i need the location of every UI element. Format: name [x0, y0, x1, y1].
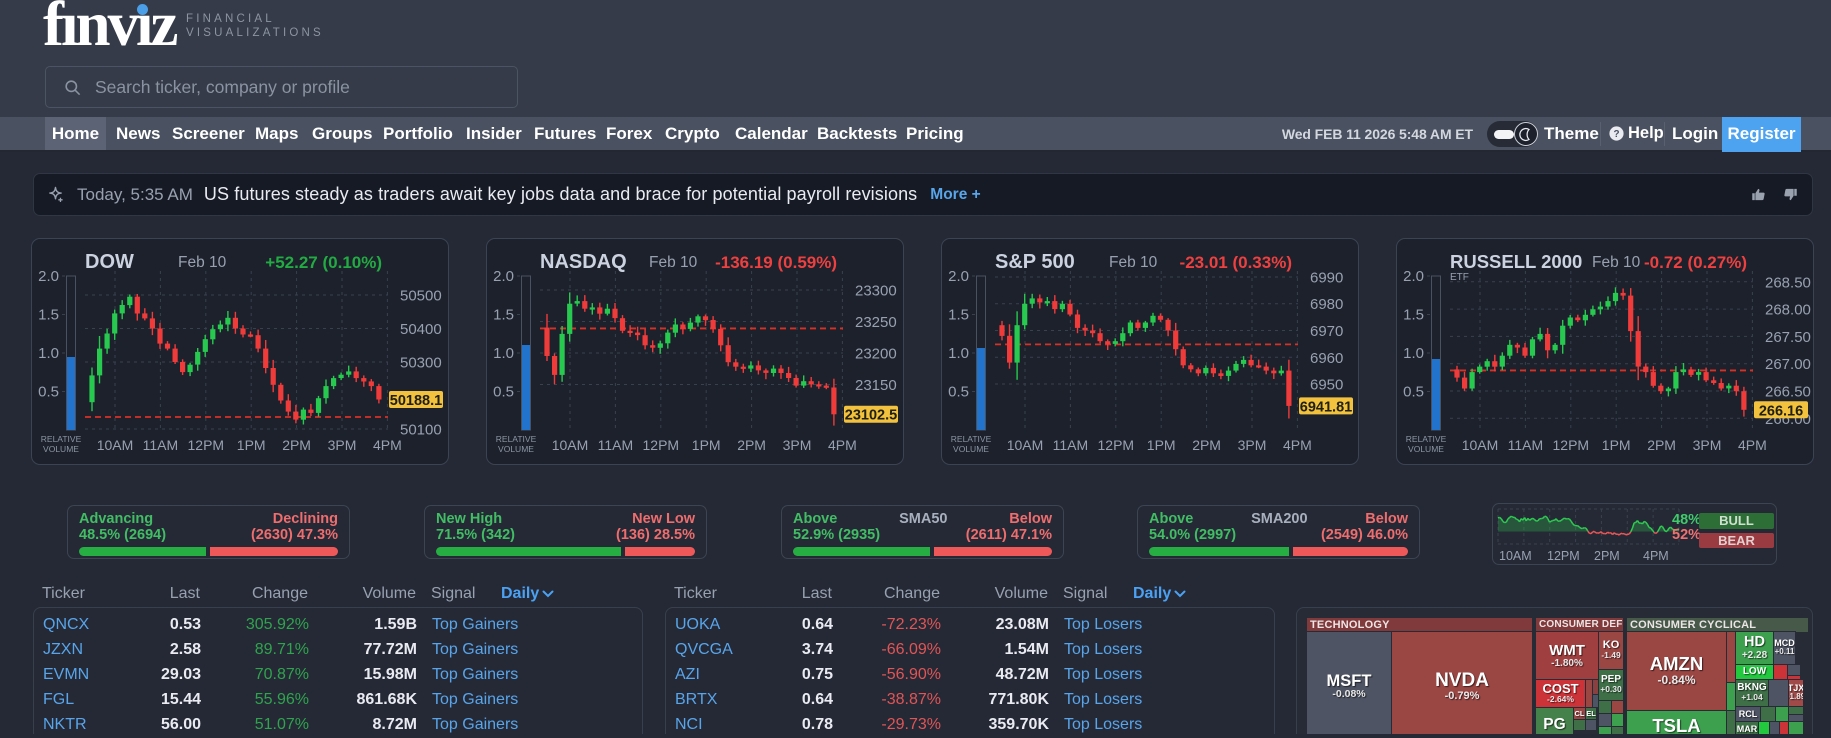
svg-text:1.0: 1.0	[38, 345, 59, 362]
svg-text:2PM: 2PM	[1594, 549, 1620, 563]
svg-text:3PM: 3PM	[328, 437, 357, 453]
svg-text:-136.19 (0.59%): -136.19 (0.59%)	[715, 253, 837, 272]
svg-text:+52.27 (0.10%): +52.27 (0.10%)	[265, 253, 382, 272]
svg-text:266.50: 266.50	[1765, 384, 1811, 401]
svg-text:Feb 10: Feb 10	[1109, 254, 1158, 271]
svg-text:268.50: 268.50	[1765, 274, 1811, 291]
svg-text:1PM: 1PM	[1602, 437, 1631, 453]
svg-text:23250: 23250	[855, 314, 897, 331]
svg-text:50300: 50300	[400, 355, 442, 372]
svg-text:RELATIVE: RELATIVE	[496, 434, 537, 444]
svg-text:3PM: 3PM	[783, 437, 812, 453]
svg-text:Feb 10: Feb 10	[649, 254, 698, 271]
svg-text:0.5: 0.5	[1403, 384, 1424, 401]
svg-text:2.0: 2.0	[948, 268, 969, 285]
svg-text:NASDAQ: NASDAQ	[540, 251, 627, 273]
svg-text:268.00: 268.00	[1765, 302, 1811, 319]
svg-text:RELATIVE: RELATIVE	[1406, 434, 1447, 444]
svg-text:50400: 50400	[400, 321, 442, 338]
svg-text:1.0: 1.0	[1403, 345, 1424, 362]
svg-text:1PM: 1PM	[1147, 437, 1176, 453]
svg-text:12PM: 12PM	[643, 437, 680, 453]
svg-text:2.0: 2.0	[38, 268, 59, 285]
svg-text:?: ?	[1613, 129, 1619, 140]
svg-text:1PM: 1PM	[692, 437, 721, 453]
svg-text:1.0: 1.0	[493, 345, 514, 362]
svg-text:VOLUME: VOLUME	[1408, 444, 1444, 454]
svg-text:6980: 6980	[1310, 296, 1343, 313]
svg-text:10AM: 10AM	[1499, 549, 1532, 563]
svg-text:10AM: 10AM	[552, 437, 589, 453]
svg-text:6941.81: 6941.81	[1300, 399, 1352, 415]
svg-text:12PM: 12PM	[1547, 549, 1580, 563]
svg-text:2PM: 2PM	[1192, 437, 1221, 453]
svg-text:VOLUME: VOLUME	[43, 444, 79, 454]
svg-text:23300: 23300	[855, 283, 897, 300]
svg-text:2.0: 2.0	[493, 268, 514, 285]
svg-text:6990: 6990	[1310, 270, 1343, 287]
svg-text:-0.72 (0.27%): -0.72 (0.27%)	[1644, 253, 1747, 272]
svg-text:6960: 6960	[1310, 350, 1343, 367]
svg-text:1.5: 1.5	[1403, 307, 1424, 324]
svg-text:1.5: 1.5	[493, 307, 514, 324]
svg-text:10AM: 10AM	[97, 437, 134, 453]
svg-text:2PM: 2PM	[737, 437, 766, 453]
svg-text:0.5: 0.5	[493, 384, 514, 401]
svg-text:4PM: 4PM	[1283, 437, 1312, 453]
svg-text:VOLUME: VOLUME	[953, 444, 989, 454]
svg-text:Feb 10: Feb 10	[1592, 254, 1641, 271]
svg-text:S&P 500: S&P 500	[995, 251, 1075, 273]
svg-text:RUSSELL 2000: RUSSELL 2000	[1450, 251, 1582, 272]
svg-text:4PM: 4PM	[373, 437, 402, 453]
svg-text:6950: 6950	[1310, 377, 1343, 394]
svg-text:Feb 10: Feb 10	[178, 254, 227, 271]
svg-text:11AM: 11AM	[1053, 437, 1089, 453]
svg-text:2.0: 2.0	[1403, 268, 1424, 285]
svg-text:3PM: 3PM	[1693, 437, 1722, 453]
svg-text:50500: 50500	[400, 288, 442, 305]
svg-text:4PM: 4PM	[1643, 549, 1669, 563]
svg-text:0.5: 0.5	[948, 384, 969, 401]
svg-text:RELATIVE: RELATIVE	[41, 434, 82, 444]
svg-text:VOLUME: VOLUME	[498, 444, 534, 454]
svg-text:266.16: 266.16	[1759, 403, 1803, 419]
svg-text:50100: 50100	[400, 422, 442, 439]
svg-text:RELATIVE: RELATIVE	[951, 434, 992, 444]
svg-text:2PM: 2PM	[1647, 437, 1676, 453]
svg-text:12PM: 12PM	[1553, 437, 1590, 453]
svg-text:1.5: 1.5	[38, 307, 59, 324]
svg-text:267.50: 267.50	[1765, 329, 1811, 346]
svg-text:267.00: 267.00	[1765, 356, 1811, 373]
svg-text:23200: 23200	[855, 346, 897, 363]
svg-text:11AM: 11AM	[1508, 437, 1544, 453]
svg-text:1.5: 1.5	[948, 307, 969, 324]
svg-text:23150: 23150	[855, 377, 897, 394]
svg-text:1.0: 1.0	[948, 345, 969, 362]
svg-text:10AM: 10AM	[1007, 437, 1044, 453]
svg-text:11AM: 11AM	[143, 437, 179, 453]
svg-text:10AM: 10AM	[1462, 437, 1499, 453]
svg-text:4PM: 4PM	[1738, 437, 1767, 453]
svg-text:1PM: 1PM	[237, 437, 266, 453]
svg-text:12PM: 12PM	[188, 437, 225, 453]
svg-text:23102.5: 23102.5	[845, 408, 897, 424]
svg-text:-23.01 (0.33%): -23.01 (0.33%)	[1180, 253, 1292, 272]
svg-text:DOW: DOW	[85, 251, 134, 273]
svg-text:2PM: 2PM	[282, 437, 311, 453]
svg-text:12PM: 12PM	[1098, 437, 1135, 453]
svg-text:50188.1: 50188.1	[390, 393, 442, 409]
svg-text:3PM: 3PM	[1238, 437, 1267, 453]
svg-text:6970: 6970	[1310, 323, 1343, 340]
svg-text:4PM: 4PM	[828, 437, 857, 453]
svg-text:0.5: 0.5	[38, 384, 59, 401]
svg-text:11AM: 11AM	[598, 437, 634, 453]
